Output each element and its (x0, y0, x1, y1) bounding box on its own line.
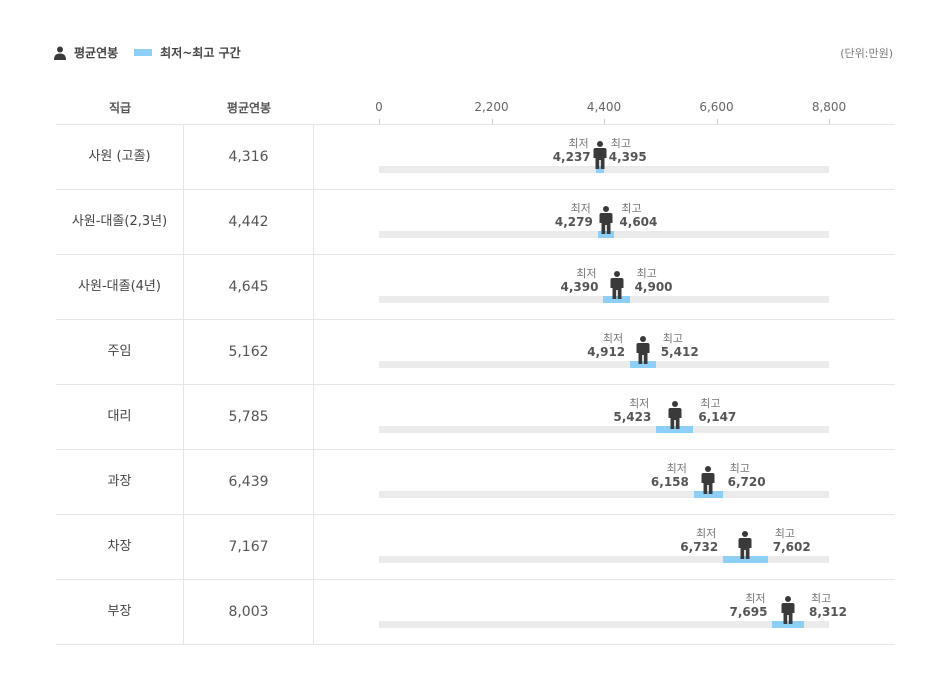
avg-person-icon (593, 141, 607, 169)
min-value: 6,158 (650, 475, 689, 489)
max-caption: 최고 (811, 592, 832, 605)
avg-salary: 8,003 (184, 580, 314, 644)
max-value: 4,900 (634, 280, 673, 294)
avg-person-icon (781, 596, 795, 624)
avg-person-icon (599, 206, 613, 234)
min-caption: 최저 (745, 592, 766, 605)
min-caption: 최저 (696, 527, 717, 540)
rank-label: 부장 (56, 580, 184, 644)
range-band (772, 621, 805, 628)
table-row: 사원-대졸(2,3년) 4,442 최저 4,279 최고 4,604 (56, 190, 895, 255)
range-track (379, 491, 829, 498)
max-caption: 최고 (621, 202, 642, 215)
table-row: 주임 5,162 최저 4,912 최고 5,412 (56, 320, 895, 385)
range-band (603, 296, 630, 303)
max-value: 6,147 (698, 410, 737, 424)
max-value: 4,604 (619, 215, 658, 229)
avg-salary: 4,442 (184, 190, 314, 254)
avg-salary: 4,316 (184, 125, 314, 189)
x-tick-mark (829, 119, 830, 124)
range-track (379, 166, 829, 173)
x-tick-mark (491, 119, 493, 124)
min-caption: 최저 (576, 267, 597, 280)
max-caption: 최고 (636, 267, 657, 280)
min-value: 4,279 (554, 215, 593, 229)
max-value: 5,412 (660, 345, 699, 359)
min-value: 5,423 (613, 410, 652, 424)
rank-label: 사원 (고졸) (56, 125, 184, 189)
rank-label: 과장 (56, 450, 184, 514)
chart-legend: 평균연봉 최저~최고 구간 (54, 44, 241, 61)
table-body: 사원 (고졸) 4,316 최저 4,237 최고 4,395 사원-대졸(2,3년) 4,4… (56, 125, 895, 645)
avg-person-icon (636, 336, 650, 364)
x-tick-label: 2,200 (474, 100, 509, 114)
avg-person-icon (668, 401, 682, 429)
x-tick-label: 8,800 (811, 100, 847, 114)
salary-table: 직급 평균연봉 0 2,200 4,400 6,600 8,800 사원 (고졸) 4,3… (56, 90, 895, 645)
table-row: 차장 7,167 최저 6,732 최고 7,602 (56, 515, 895, 580)
min-caption: 최저 (570, 202, 591, 215)
rank-label: 차장 (56, 515, 184, 579)
range-track (379, 556, 829, 563)
range-track (379, 426, 829, 433)
table-row: 사원-대졸(4년) 4,645 최저 4,390 최고 4,900 (56, 255, 895, 320)
avg-person-icon (610, 271, 624, 299)
x-tick-label: 0 (375, 100, 383, 114)
x-tick-label: 6,600 (699, 100, 734, 114)
avg-person-icon (738, 531, 752, 559)
table-row: 사원 (고졸) 4,316 최저 4,237 최고 4,395 (56, 125, 895, 190)
max-caption: 최고 (774, 527, 795, 540)
max-caption: 최고 (729, 462, 750, 475)
table-header: 직급 평균연봉 0 2,200 4,400 6,600 8,800 (56, 90, 895, 125)
range-track (379, 621, 829, 628)
max-caption: 최고 (700, 397, 721, 410)
person-icon (54, 46, 66, 60)
avg-salary: 5,162 (184, 320, 314, 384)
rank-label: 주임 (56, 320, 184, 384)
avg-salary: 4,645 (184, 255, 314, 319)
x-tick-mark (604, 119, 605, 124)
min-value: 4,237 (552, 150, 591, 164)
table-row: 대리 5,785 최저 5,423 최고 6,147 (56, 385, 895, 450)
max-value: 6,720 (727, 475, 766, 489)
range-band (595, 166, 604, 173)
rank-label: 사원-대졸(4년) (56, 255, 184, 319)
min-caption: 최저 (568, 137, 589, 150)
avg-salary: 5,785 (184, 385, 314, 449)
max-caption: 최고 (662, 332, 683, 345)
header-avg: 평균연봉 (226, 101, 272, 115)
table-row: 부장 8,003 최저 7,695 최고 8,312 (56, 580, 895, 645)
max-value: 8,312 (809, 605, 847, 619)
range-band (630, 361, 656, 368)
range-band (723, 556, 768, 563)
x-tick-label: 4,400 (586, 100, 622, 114)
min-caption: 최저 (602, 332, 624, 345)
x-tick-mark (716, 119, 718, 124)
range-swatch (134, 49, 153, 56)
legend-range-label: 최저~최고 구간 (160, 46, 241, 60)
x-tick-mark (379, 119, 380, 124)
unit-label: (단위:만원) (840, 47, 893, 60)
range-band (656, 426, 694, 433)
avg-salary: 6,439 (184, 450, 314, 514)
range-track (379, 361, 829, 368)
min-value: 7,695 (729, 605, 768, 619)
avg-salary: 7,167 (184, 515, 314, 579)
range-band (597, 231, 615, 238)
rank-label: 대리 (56, 385, 184, 449)
legend-avg-label: 평균연봉 (74, 46, 119, 60)
max-caption: 최고 (610, 137, 631, 150)
table-row: 과장 6,439 최저 6,158 최고 6,720 (56, 450, 895, 515)
min-value: 4,390 (560, 280, 599, 294)
avg-person-icon (701, 466, 715, 494)
min-value: 6,732 (680, 540, 719, 554)
max-value: 4,395 (608, 150, 647, 164)
max-value: 7,602 (772, 540, 811, 554)
rank-label: 사원-대졸(2,3년) (56, 190, 184, 254)
min-value: 4,912 (587, 345, 626, 359)
header-rank: 직급 (108, 101, 132, 115)
min-caption: 최저 (666, 462, 687, 475)
min-caption: 최저 (629, 397, 650, 410)
range-band (693, 491, 723, 498)
